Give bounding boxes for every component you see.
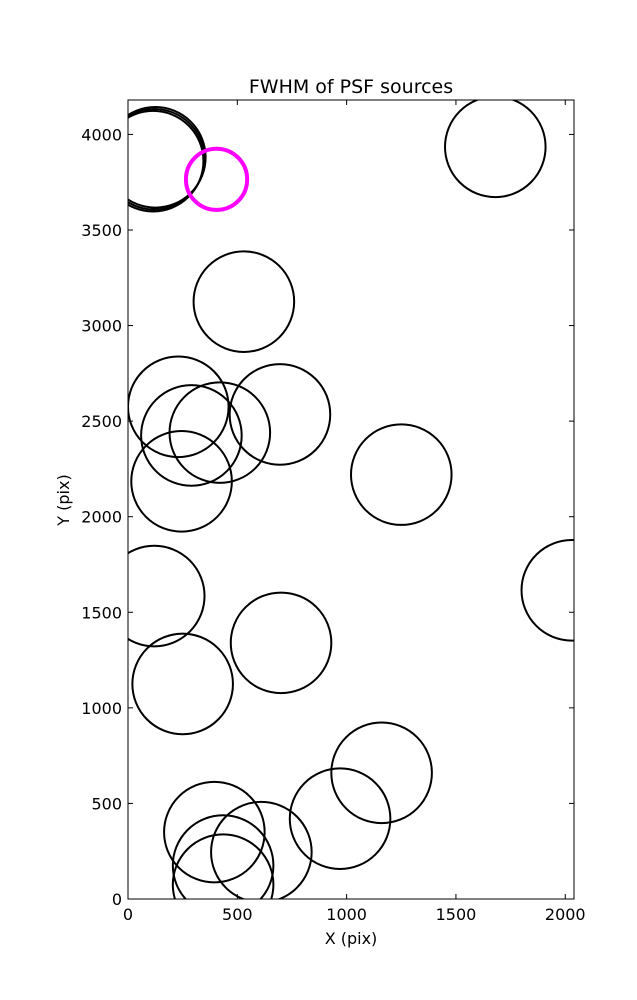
source-circle <box>192 250 296 353</box>
x-axis-label: X (pix) <box>325 929 378 948</box>
y-tick-label: 3000 <box>81 317 122 336</box>
source-circle <box>140 384 243 487</box>
y-tick-label: 500 <box>91 794 122 813</box>
y-tick-label: 3500 <box>81 221 122 240</box>
source-circle <box>444 100 547 199</box>
source-circle <box>210 800 313 899</box>
y-tick-label: 1500 <box>81 603 122 622</box>
source-circle <box>128 106 207 209</box>
x-tick-label: 500 <box>222 905 253 924</box>
y-tick-label: 2500 <box>81 412 122 431</box>
highlighted-source-circle <box>183 146 250 212</box>
y-tick-label: 2000 <box>81 508 122 527</box>
source-circle <box>171 814 275 899</box>
y-tick-label: 1000 <box>81 699 122 718</box>
source-circle <box>171 833 275 899</box>
x-tick-label: 1500 <box>436 905 477 924</box>
source-circle <box>228 363 332 466</box>
source-circle <box>130 430 233 533</box>
y-axis-ticks: 0 500 1000 1500 2000 2500 3000 3500 4000 <box>81 125 574 909</box>
source-circle <box>128 109 205 213</box>
plot-frame <box>127 99 575 900</box>
x-tick-label: 2000 <box>545 905 586 924</box>
chart-title: FWHM of PSF sources <box>249 76 453 98</box>
plot-background <box>128 100 574 899</box>
x-tick-label: 1000 <box>326 905 367 924</box>
source-circle <box>520 539 574 642</box>
source-circle <box>229 591 333 695</box>
source-circle <box>350 423 453 526</box>
source-circles <box>128 100 574 899</box>
x-axis-ticks: 0 500 1000 1500 2000 <box>123 100 586 924</box>
source-circle <box>330 721 433 825</box>
source-circle <box>163 780 266 884</box>
source-circle <box>288 767 392 871</box>
y-tick-label: 0 <box>112 890 122 909</box>
source-circle <box>128 355 230 459</box>
source-circle <box>128 107 206 211</box>
source-circle <box>128 544 206 648</box>
source-circle <box>131 632 234 736</box>
y-tick-label: 4000 <box>81 125 122 144</box>
x-tick-label: 0 <box>123 905 133 924</box>
y-axis-label: Y (pix) <box>54 474 73 526</box>
